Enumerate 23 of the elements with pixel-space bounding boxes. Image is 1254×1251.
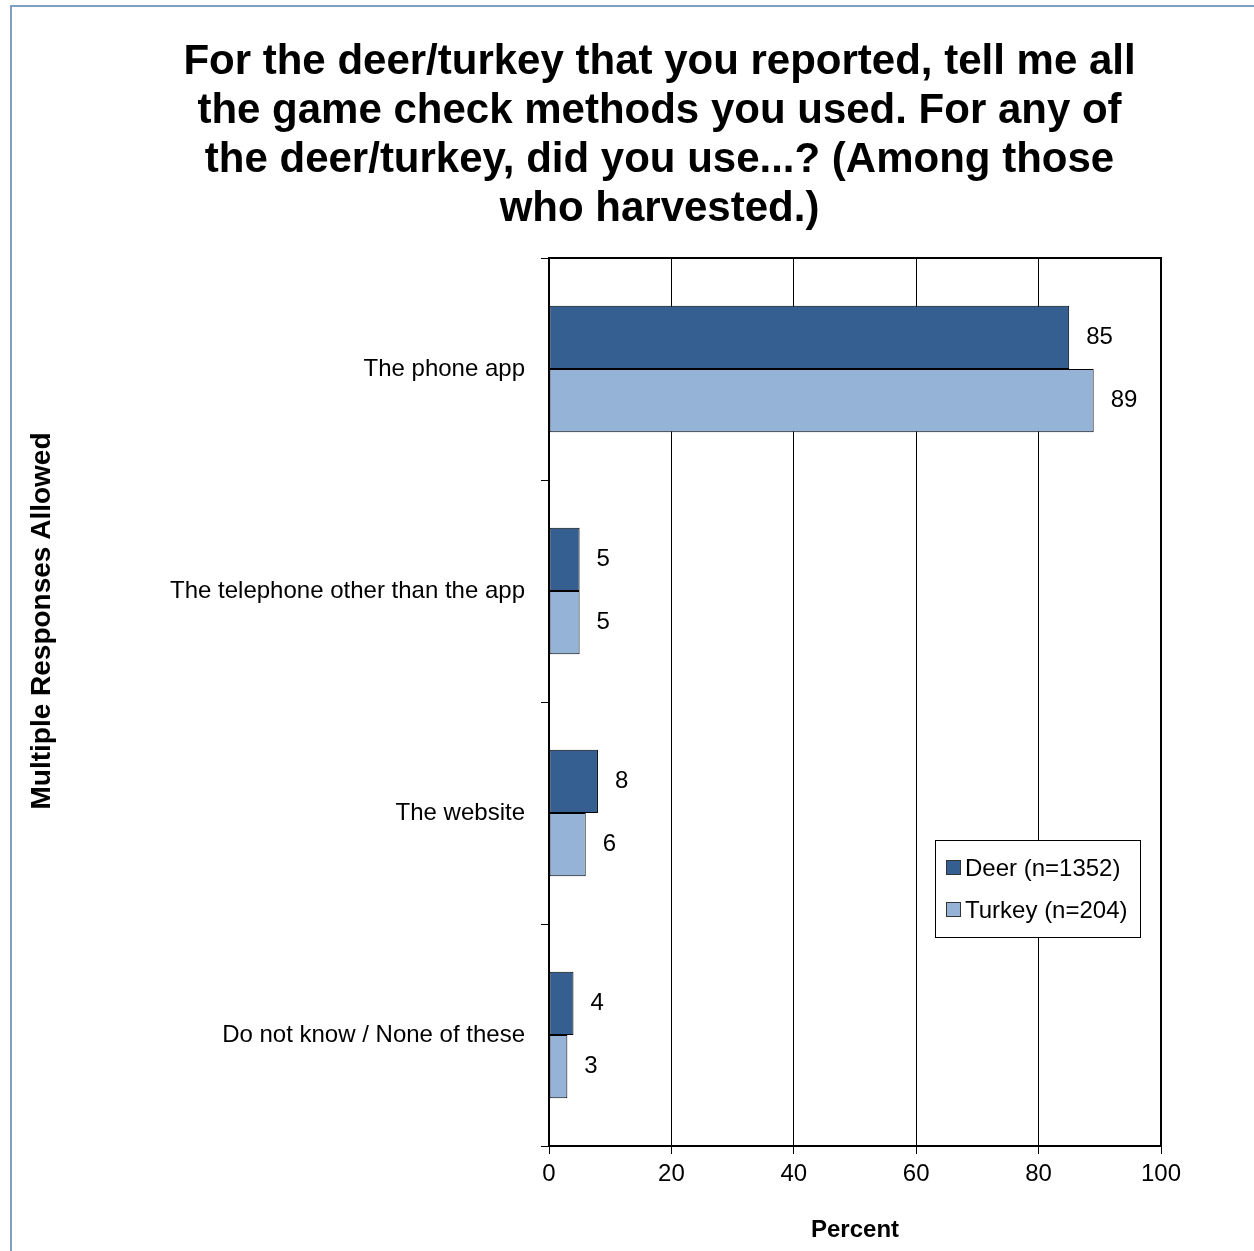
y-tick-label: The telephone other than the app [170, 575, 525, 603]
x-tick-label: 20 [658, 1159, 685, 1187]
legend-label: Turkey (n=204) [965, 895, 1128, 924]
y-tick-label: Do not know / None of these [222, 1019, 525, 1047]
x-tick-label: 100 [1140, 1159, 1182, 1187]
data-label: 85 [1086, 321, 1113, 349]
y-tick-label: The website [395, 797, 525, 825]
x-tick-label: 0 [542, 1159, 556, 1187]
data-label: 4 [590, 987, 604, 1015]
x-tick-label: 80 [1025, 1159, 1052, 1187]
x-axis-title: Percent [810, 1215, 900, 1243]
x-tick-label: 40 [780, 1159, 808, 1187]
chart-title: For the deer/turkey that you reported, tell me all the game check methods you used. For any of the deer/turkey, did you use...? (Among those who harvested.) [182, 35, 1137, 231]
data-label: 89 [1110, 385, 1138, 413]
data-label: 8 [614, 765, 629, 793]
data-label: 3 [584, 1051, 598, 1079]
y-axis-title: Multiple Responses Allowed [25, 432, 57, 810]
data-label: 5 [596, 543, 610, 571]
x-tick-label: 60 [902, 1159, 930, 1187]
y-tick-label: The phone app [363, 353, 525, 381]
legend-label: Deer (n=1352) [965, 853, 1121, 882]
data-label: 6 [602, 829, 617, 857]
data-label: 5 [596, 607, 610, 635]
